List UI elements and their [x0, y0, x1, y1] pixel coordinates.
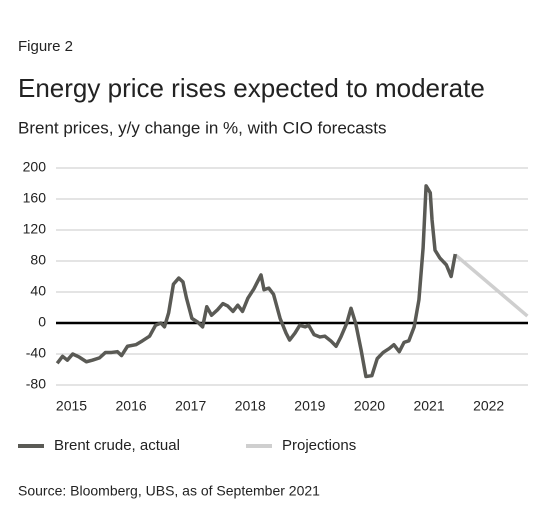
- x-tick-label: 2020: [354, 398, 385, 414]
- y-tick-label: 160: [23, 190, 47, 206]
- y-tick-label: -40: [26, 345, 46, 361]
- y-tick-label: 0: [38, 314, 46, 330]
- x-tick-label: 2015: [56, 398, 87, 414]
- x-tick-label: 2021: [413, 398, 444, 414]
- y-tick-label: 200: [23, 159, 47, 175]
- legend-label: Brent crude, actual: [54, 437, 180, 454]
- x-tick-label: 2016: [116, 398, 147, 414]
- x-tick-label: 2019: [294, 398, 325, 414]
- x-tick-label: 2018: [235, 398, 266, 414]
- chart-subtitle: Brent prices, y/y change in %, with CIO …: [18, 118, 386, 137]
- chart-title: Energy price rises expected to moderate: [18, 73, 485, 103]
- legend-label: Projections: [282, 437, 356, 454]
- y-tick-label: 120: [23, 221, 47, 237]
- x-tick-label: 2017: [175, 398, 206, 414]
- data-line: [55, 184, 458, 379]
- y-tick-label: -80: [26, 376, 46, 392]
- source-note: Source: Bloomberg, UBS, as of September …: [18, 483, 320, 499]
- figure-label: Figure 2: [18, 38, 73, 55]
- data-line: [454, 253, 529, 318]
- y-tick-label: 80: [30, 252, 46, 268]
- y-tick-label: 40: [30, 283, 46, 299]
- x-tick-label: 2022: [473, 398, 504, 414]
